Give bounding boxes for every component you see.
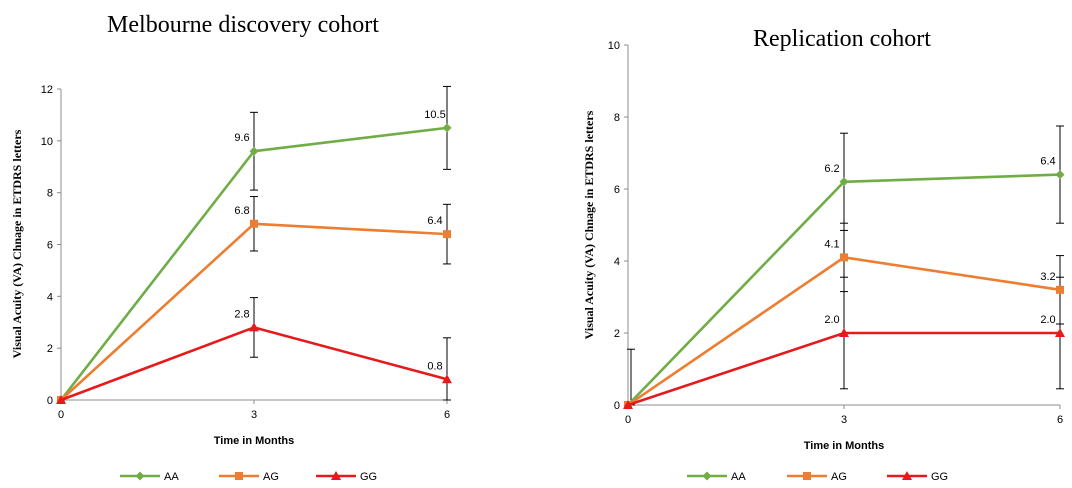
legend-item-aa: AA xyxy=(120,471,179,483)
point-ag xyxy=(250,219,258,228)
point-aa xyxy=(249,146,259,156)
point-ag xyxy=(840,253,848,262)
data-label-aa: 6.2 xyxy=(824,163,839,175)
data-label-aa: 9.6 xyxy=(234,132,249,144)
point-ag xyxy=(443,230,451,239)
x-axis-label: Time in Months xyxy=(214,435,294,447)
y-tick-label: 8 xyxy=(614,112,620,124)
legend-label: AA xyxy=(164,471,179,483)
y-tick-label: 10 xyxy=(41,136,53,148)
legend-label: AG xyxy=(831,471,847,483)
data-label-gg: 2.0 xyxy=(824,314,839,326)
x-tick-label: 0 xyxy=(58,409,64,421)
data-label-ag: 4.1 xyxy=(824,238,839,250)
point-aa xyxy=(839,177,849,187)
data-label-gg: 2.0 xyxy=(1040,314,1055,326)
data-label-ag: 3.2 xyxy=(1040,271,1055,283)
x-tick-label: 6 xyxy=(444,409,450,421)
data-label-aa: 6.4 xyxy=(1040,156,1055,168)
point-aa xyxy=(1055,170,1065,180)
legend-swatch-marker xyxy=(803,472,811,480)
data-label-gg: 0.8 xyxy=(427,360,442,372)
x-axis-label: Time in Months xyxy=(804,440,884,452)
legend-label: GG xyxy=(360,471,377,483)
y-tick-label: 2 xyxy=(47,343,53,355)
y-tick-label: 6 xyxy=(47,240,53,252)
legend-swatch-marker xyxy=(902,471,912,480)
point-ag xyxy=(1056,285,1064,294)
y-tick-label: 4 xyxy=(614,256,620,268)
legend-label: AA xyxy=(731,471,746,483)
point-gg xyxy=(839,328,849,337)
legend-item-ag: AG xyxy=(219,471,279,483)
y-tick-label: 0 xyxy=(47,395,53,407)
point-gg xyxy=(442,374,452,384)
legend-swatch-marker xyxy=(702,471,712,481)
data-label-ag: 6.8 xyxy=(234,205,249,217)
chart-title: Replication cohort xyxy=(753,26,931,52)
data-label-gg: 2.8 xyxy=(234,308,249,320)
y-axis-label: Visual Acuity (VA) Chnage in ETDRS lette… xyxy=(10,129,24,358)
y-tick-label: 0 xyxy=(614,400,620,412)
point-gg xyxy=(249,322,259,332)
point-aa xyxy=(442,123,452,133)
y-axis-label: Visual Acuity (VA) Chnage in ETDRS lette… xyxy=(582,110,596,339)
data-label-ag: 6.4 xyxy=(427,215,442,227)
legend-swatch-marker xyxy=(331,471,341,480)
legend-item-aa: AA xyxy=(687,471,746,483)
point-gg xyxy=(56,395,66,404)
legend-label: GG xyxy=(931,471,948,483)
legend-item-gg: GG xyxy=(316,471,377,483)
chart-1: Melbourne discovery cohort Visual Acuity … xyxy=(10,12,452,483)
y-tick-label: 8 xyxy=(47,188,53,200)
x-tick-label: 3 xyxy=(841,414,847,426)
legend-swatch-marker xyxy=(135,471,145,481)
chart-title: Melbourne discovery cohort xyxy=(107,12,379,38)
y-tick-label: 2 xyxy=(614,328,620,340)
data-label-aa: 10.5 xyxy=(424,109,445,121)
y-tick-label: 4 xyxy=(47,291,53,303)
legend-item-ag: AG xyxy=(787,471,847,483)
legend-label: AG xyxy=(263,471,279,483)
y-tick-label: 6 xyxy=(614,184,620,196)
legend-item-gg: GG xyxy=(887,471,948,483)
point-gg xyxy=(1055,328,1065,337)
x-tick-label: 3 xyxy=(251,409,257,421)
point-gg xyxy=(623,400,633,409)
x-tick-label: 6 xyxy=(1057,414,1063,426)
x-tick-label: 0 xyxy=(625,414,631,426)
legend-swatch-marker xyxy=(235,472,243,480)
chart-2: Replication cohort Visual Acuity (VA) Chn… xyxy=(582,26,1065,483)
y-tick-label: 12 xyxy=(41,84,53,96)
y-tick-label: 10 xyxy=(608,40,620,52)
